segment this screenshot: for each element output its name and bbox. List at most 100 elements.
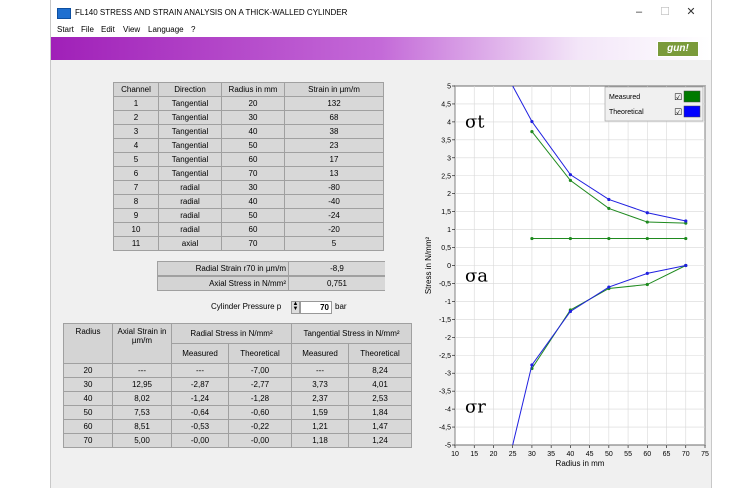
y-tick-label: 4 bbox=[447, 119, 451, 126]
y-tick-label: 0,5 bbox=[441, 245, 451, 252]
table-cell: 1,24 bbox=[348, 433, 412, 448]
y-tick-label: -0,5 bbox=[439, 281, 451, 288]
y-axis-label: Stress in N/mm² bbox=[424, 237, 433, 295]
table-cell: 132 bbox=[284, 96, 384, 111]
table-cell: 40 bbox=[221, 124, 285, 139]
table-row: 11 axial 70 5 bbox=[113, 236, 384, 251]
x-tick-label: 55 bbox=[624, 451, 632, 458]
table-cell: Tangential bbox=[158, 110, 222, 125]
y-tick-label: 1 bbox=[447, 227, 451, 234]
menu-file[interactable]: File bbox=[81, 25, 94, 34]
table-row: 3 Tangential 40 38 bbox=[113, 124, 384, 139]
radial-strain-box: Radial Strain r70 in µm/m -8,9 bbox=[157, 261, 385, 276]
table-cell: -0,00 bbox=[228, 433, 292, 448]
close-button[interactable]: ✕ bbox=[686, 6, 696, 18]
app-window: FL140 STRESS AND STRAIN ANALYSIS ON A TH… bbox=[50, 0, 712, 488]
menu-start[interactable]: Start bbox=[57, 25, 74, 34]
data-point bbox=[684, 236, 688, 241]
table-cell: -0,60 bbox=[228, 405, 292, 420]
x-tick-label: 10 bbox=[451, 451, 459, 458]
stress-table: Radius Axial Strain in µm/m Radial Stres… bbox=[63, 323, 412, 448]
data-point bbox=[607, 236, 611, 241]
table-cell: 60 bbox=[221, 152, 285, 167]
table-cell: 50 bbox=[63, 405, 113, 420]
table-cell: 60 bbox=[221, 222, 285, 237]
table-row: 20 --- --- -7,00 --- 8,24 bbox=[63, 363, 412, 378]
table-cell: 50 bbox=[221, 138, 285, 153]
legend-swatch bbox=[683, 105, 701, 118]
table-cell: --- bbox=[171, 363, 229, 378]
table-cell: 70 bbox=[221, 236, 285, 251]
menu-view[interactable]: View bbox=[123, 25, 141, 34]
y-tick-label: 2,5 bbox=[441, 173, 451, 180]
table-cell: 1,47 bbox=[348, 419, 412, 434]
data-point bbox=[568, 236, 572, 241]
col-header: Direction bbox=[158, 82, 222, 97]
table-cell: radial bbox=[158, 222, 222, 237]
pressure-spinner[interactable]: ▲ ▼ bbox=[291, 301, 300, 314]
table-cell: -0,22 bbox=[228, 419, 292, 434]
pressure-input[interactable]: 70 bbox=[300, 301, 332, 314]
maximize-button[interactable]: ☐ bbox=[660, 6, 670, 18]
table-cell: 23 bbox=[284, 138, 384, 153]
table-cell: -80 bbox=[284, 180, 384, 195]
table-cell: -0,64 bbox=[171, 405, 229, 420]
table-cell: 4 bbox=[113, 138, 159, 153]
table-row: 5 Tangential 60 17 bbox=[113, 152, 384, 167]
table-cell: Tangential bbox=[158, 96, 222, 111]
table-cell: -24 bbox=[284, 208, 384, 223]
y-tick-label: -4,5 bbox=[439, 425, 451, 432]
table-cell: 30 bbox=[221, 110, 285, 125]
data-point bbox=[530, 363, 534, 367]
window-title: FL140 STRESS AND STRAIN ANALYSIS ON A TH… bbox=[75, 8, 348, 17]
data-point bbox=[684, 219, 688, 223]
y-tick-label: -5 bbox=[445, 443, 451, 450]
axial-stress-value: 0,751 bbox=[288, 277, 385, 290]
col-header: Radius bbox=[63, 323, 113, 364]
menu-help[interactable]: ? bbox=[191, 25, 196, 34]
menu-language[interactable]: Language bbox=[148, 25, 184, 34]
y-tick-label: -1 bbox=[445, 299, 451, 306]
y-tick-label: 4,5 bbox=[441, 101, 451, 108]
data-point bbox=[530, 236, 534, 241]
table-cell: 8,24 bbox=[348, 363, 412, 378]
minimize-button[interactable]: – bbox=[635, 6, 643, 18]
table-cell: 10 bbox=[113, 222, 159, 237]
data-point bbox=[645, 220, 649, 224]
sigma-t-label: σt bbox=[465, 111, 485, 132]
table-cell: 7,53 bbox=[112, 405, 172, 420]
col-header: Channel bbox=[113, 82, 159, 97]
title-bar: FL140 STRESS AND STRAIN ANALYSIS ON A TH… bbox=[51, 0, 711, 24]
table-cell: --- bbox=[291, 363, 349, 378]
y-tick-label: 0 bbox=[447, 263, 451, 270]
pressure-label: Cylinder Pressure p bbox=[211, 302, 282, 311]
gunt-logo: gun! bbox=[657, 41, 699, 57]
table-cell: axial bbox=[158, 236, 222, 251]
col-header: Radius in mm bbox=[221, 82, 285, 97]
x-tick-label: 70 bbox=[682, 451, 690, 458]
table-cell: Tangential bbox=[158, 138, 222, 153]
table-cell: 20 bbox=[63, 363, 113, 378]
data-point bbox=[530, 119, 534, 124]
table-cell: Tangential bbox=[158, 166, 222, 181]
table-cell: -1,24 bbox=[171, 391, 229, 406]
table-cell: 60 bbox=[63, 419, 113, 434]
table-cell: radial bbox=[158, 208, 222, 223]
table-cell: 17 bbox=[284, 152, 384, 167]
table-cell: 20 bbox=[221, 96, 285, 111]
pressure-unit: bar bbox=[335, 302, 347, 311]
x-tick-label: 35 bbox=[547, 451, 555, 458]
table-cell: -20 bbox=[284, 222, 384, 237]
table-cell: 40 bbox=[63, 391, 113, 406]
x-tick-label: 40 bbox=[566, 451, 574, 458]
y-tick-label: 3 bbox=[447, 155, 451, 162]
table-cell: 5 bbox=[113, 152, 159, 167]
col-header: Theoretical bbox=[228, 343, 292, 364]
data-point bbox=[568, 309, 572, 314]
table-cell: 38 bbox=[284, 124, 384, 139]
menu-edit[interactable]: Edit bbox=[101, 25, 115, 34]
y-tick-label: 3,5 bbox=[441, 137, 451, 144]
table-cell: 1,21 bbox=[291, 419, 349, 434]
x-tick-label: 65 bbox=[663, 451, 671, 458]
table-cell: 5 bbox=[284, 236, 384, 251]
